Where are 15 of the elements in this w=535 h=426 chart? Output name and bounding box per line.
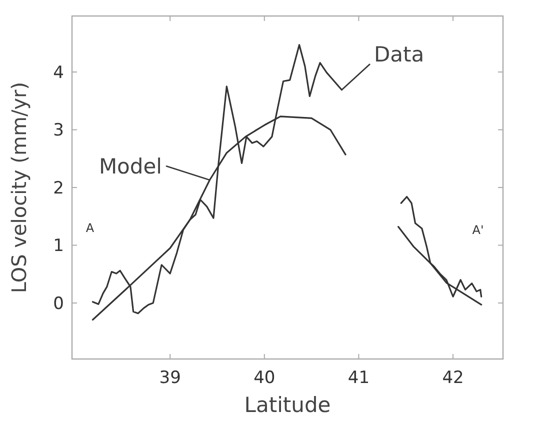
legend-label: Model bbox=[98, 154, 162, 178]
series-label: Data bbox=[374, 42, 424, 66]
x-tick-label: 39 bbox=[159, 368, 181, 388]
y-axis-title: LOS velocity (mm/yr) bbox=[7, 82, 31, 294]
y-tick-label: 3 bbox=[53, 120, 64, 141]
annotation: A bbox=[86, 221, 95, 235]
x-tick-label: 41 bbox=[348, 368, 370, 388]
annotation: A' bbox=[472, 223, 484, 237]
y-tick-label: 1 bbox=[53, 236, 64, 256]
x-axis-title: Latitude bbox=[244, 393, 331, 417]
x-tick-label: 40 bbox=[254, 368, 276, 388]
y-tick-label: 4 bbox=[53, 62, 64, 83]
y-tick-label: 0 bbox=[53, 294, 64, 314]
x-tick-label: 42 bbox=[442, 368, 464, 388]
y-tick-label: 2 bbox=[53, 178, 64, 198]
